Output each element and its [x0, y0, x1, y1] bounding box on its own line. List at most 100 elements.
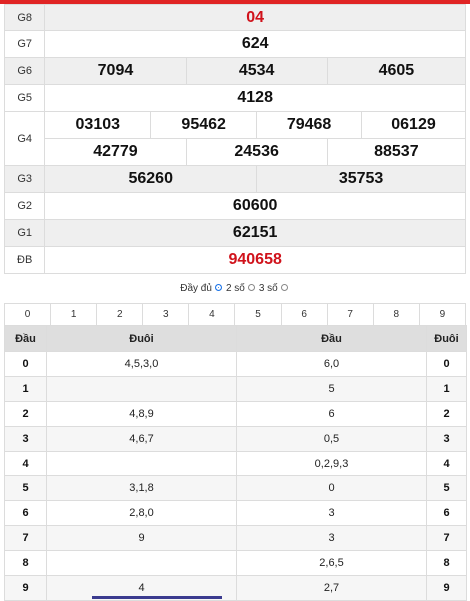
- radio-two-digit[interactable]: [214, 283, 222, 291]
- prize-number: 62151: [44, 219, 466, 247]
- head-values: 2,7: [236, 575, 427, 601]
- prize-row-g2: G2 60600: [3, 192, 466, 220]
- prize-number: 79468: [256, 111, 362, 139]
- header-duoi-2: Đuôi: [426, 325, 467, 352]
- prize-number: 4128: [44, 84, 466, 112]
- header-dau: Đầu: [4, 325, 47, 352]
- prize-number: 42779: [44, 138, 187, 166]
- prize-number: 04: [44, 4, 466, 31]
- option-three-digit-label[interactable]: 3 số: [258, 282, 278, 294]
- head-digit: 6: [4, 500, 47, 527]
- table-row: 0 4,5,3,0 6,0 0: [4, 351, 467, 377]
- digit-filter-3[interactable]: 3: [142, 303, 190, 326]
- prize-row-g6: G6 7094 4534 4605: [3, 57, 467, 85]
- digit-filter-2[interactable]: 2: [96, 303, 144, 326]
- prize-number: 03103: [44, 111, 152, 139]
- tail-values: 3,1,8: [46, 475, 237, 502]
- tail-digit: 0: [426, 351, 467, 377]
- tail-values: [46, 550, 237, 577]
- tail-digit: 5: [426, 475, 467, 502]
- prize-number: 624: [44, 30, 466, 58]
- prize-label: G5: [3, 84, 46, 112]
- head-digit: 8: [4, 550, 47, 577]
- head-digit: 9: [4, 575, 47, 601]
- head-values: 6,0: [236, 351, 427, 377]
- prize-number: 35753: [256, 165, 466, 193]
- table-row: 3 4,6,7 0,5 3: [4, 425, 467, 452]
- head-digit: 0: [4, 351, 47, 377]
- table-row: 6 2,8,0 3 6: [4, 500, 467, 527]
- digit-filter-9[interactable]: 9: [418, 303, 467, 326]
- loto-head-tail-table: Đầu Đuôi Đầu Đuôi 0 4,5,3,0 6,0 0 1 5 1 2 4,8,9 6…: [4, 325, 467, 601]
- head-digit: 3: [4, 425, 47, 452]
- tail-digit: 8: [426, 550, 467, 577]
- digit-filter-bar: 0 1 2 3 4 5 6 7 8 9: [3, 303, 467, 326]
- tail-values: 4,8,9: [46, 400, 237, 427]
- head-values: 0: [236, 475, 427, 502]
- prize-number: 4605: [326, 57, 467, 85]
- prize-row-g4-a: G4 03103 95462 79468 06129: [3, 111, 466, 166]
- digit-filter-4[interactable]: 4: [188, 303, 236, 326]
- head-digit: 5: [4, 475, 47, 502]
- prize-number: 56260: [44, 165, 258, 193]
- prize-label: G2: [3, 192, 46, 220]
- tail-digit: 7: [426, 525, 467, 552]
- digit-filter-1[interactable]: 1: [50, 303, 98, 326]
- head-values: 0,2,9,3: [236, 450, 427, 477]
- digit-filter-0[interactable]: 0: [3, 303, 52, 326]
- prize-number: 7094: [44, 57, 187, 85]
- special-prize-number: 940658: [44, 246, 466, 274]
- head-digit: 4: [4, 450, 47, 477]
- digit-filter-6[interactable]: 6: [280, 303, 328, 326]
- prize-row-g4-b: 42779 24536 88537: [5, 138, 467, 166]
- radio-three-digit[interactable]: [247, 283, 255, 291]
- header-dau-2: Đầu: [236, 325, 427, 352]
- prize-number: 60600: [44, 192, 466, 220]
- prize-label: G1: [3, 219, 46, 247]
- loto-header-row: Đầu Đuôi Đầu Đuôi: [4, 325, 467, 352]
- head-values: 3: [236, 500, 427, 527]
- digit-filter-7[interactable]: 7: [326, 303, 374, 326]
- option-full-label: Đầy đủ: [180, 282, 212, 294]
- option-two-digit-label[interactable]: 2 số: [225, 282, 245, 294]
- header-duoi: Đuôi: [46, 325, 237, 352]
- digit-filter-8[interactable]: 8: [372, 303, 420, 326]
- prize-row-special: ĐB 940658: [3, 246, 466, 274]
- tail-values: 4,5,3,0: [46, 351, 237, 377]
- head-digit: 7: [4, 525, 47, 552]
- prize-number: 24536: [185, 138, 328, 166]
- lottery-results-table: G8 04 G7 624 G6 7094 4534 4605 G5 4128 G…: [3, 4, 467, 274]
- tail-values: 4,6,7: [46, 425, 237, 452]
- head-values: 3: [236, 525, 427, 552]
- tail-values: 2,8,0: [46, 500, 237, 527]
- radio-full[interactable]: [280, 283, 288, 291]
- prize-label: G7: [3, 30, 46, 58]
- head-values: 6: [236, 400, 427, 427]
- prize-number: 88537: [326, 138, 467, 166]
- top-accent-bar: [0, 0, 470, 4]
- head-values: 0,5: [236, 425, 427, 452]
- tail-values: [46, 375, 237, 402]
- prize-row-g7: G7 624: [3, 30, 466, 58]
- prize-number: 06129: [361, 111, 466, 139]
- prize-row-g3: G3 56260 35753: [3, 165, 466, 193]
- display-options: Đầy đủ 2 số 3 số: [4, 280, 466, 296]
- table-row: 4 0,2,9,3 4: [4, 450, 467, 477]
- tail-digit: 1: [426, 375, 467, 402]
- head-values: 5: [236, 375, 427, 402]
- head-digit: 2: [4, 400, 47, 427]
- tail-digit: 2: [426, 400, 467, 427]
- digit-filter-5[interactable]: 5: [234, 303, 282, 326]
- prize-label: G3: [3, 165, 46, 193]
- tail-digit: 3: [426, 425, 467, 452]
- prize-label: G4: [3, 111, 46, 166]
- prize-row-g8: G8 04: [3, 4, 466, 31]
- prize-label: ĐB: [3, 246, 46, 274]
- prize-row-g5: G5 4128: [3, 84, 466, 112]
- prize-label: G8: [3, 4, 46, 31]
- head-values: 2,6,5: [236, 550, 427, 577]
- prize-number: 95462: [150, 111, 258, 139]
- table-row: 9 4 2,7 9: [4, 575, 467, 601]
